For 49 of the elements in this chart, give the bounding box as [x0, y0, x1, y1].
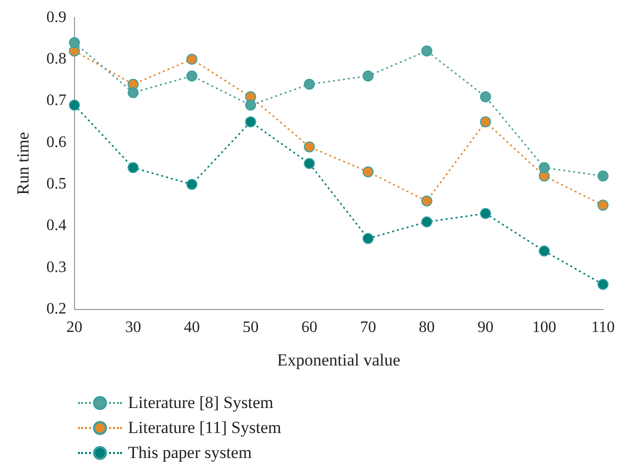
point	[480, 91, 492, 102]
point	[538, 246, 550, 257]
point	[421, 196, 432, 207]
x-tick-label: 100	[532, 319, 556, 336]
y-tick-label: 0.9	[46, 8, 66, 26]
point	[304, 78, 315, 90]
point	[128, 162, 139, 174]
point	[362, 70, 374, 82]
legend-label: Literature [11] System	[128, 418, 282, 438]
point	[598, 170, 608, 182]
y-tick-label: 0.7	[46, 92, 66, 110]
point	[128, 87, 139, 98]
x-tick-label: 80	[418, 319, 435, 336]
point	[538, 162, 550, 174]
x-axis-title: Exponential value	[277, 350, 400, 370]
y-tick-label: 0.2	[46, 300, 66, 318]
point	[304, 141, 315, 152]
point	[68, 100, 80, 111]
point	[362, 166, 374, 178]
point	[304, 158, 315, 169]
y-tick-label: 0.8	[46, 50, 66, 68]
point	[421, 45, 432, 56]
point	[245, 100, 256, 111]
x-tick-label: 70	[360, 319, 376, 336]
point	[245, 116, 256, 128]
x-tick-label: 40	[184, 319, 200, 336]
point	[68, 37, 80, 48]
point	[186, 70, 198, 82]
x-tick-label: 60	[301, 319, 318, 336]
x-tick-label: 90	[478, 319, 494, 336]
x-tick-label: 50	[242, 319, 259, 336]
y-tick-label: 0.6	[46, 134, 66, 151]
x-tick-label: 20	[66, 319, 82, 336]
point	[186, 54, 198, 65]
y-tick-label: 0.3	[46, 258, 66, 276]
y-tick-label: 0.5	[46, 176, 66, 193]
x-tick-label: 30	[125, 319, 142, 336]
point	[480, 208, 492, 220]
point	[480, 116, 492, 128]
point	[421, 216, 432, 228]
point	[598, 200, 608, 211]
point	[598, 278, 608, 290]
y-tick-label: 0.4	[46, 217, 66, 234]
legend-label: Literature [8] System	[128, 392, 274, 412]
legend-label: This paper system	[128, 442, 252, 462]
x-tick-label: 110	[591, 319, 615, 336]
y-axis-title: Run time	[14, 132, 33, 195]
point	[186, 178, 198, 190]
point	[362, 233, 374, 244]
